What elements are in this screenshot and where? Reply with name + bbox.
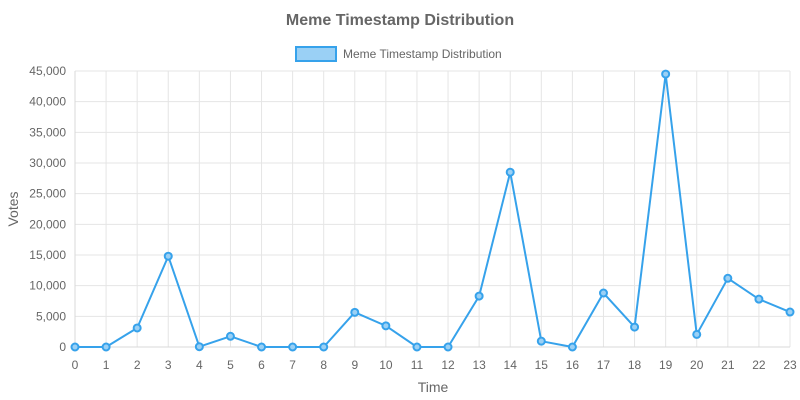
data-point [101, 342, 111, 352]
chart-title: Meme Timestamp Distribution [286, 12, 514, 29]
data-point [474, 291, 484, 301]
x-tick-label: 2 [134, 358, 141, 372]
data-point [661, 69, 671, 79]
y-axis-ticks: 0 5,000 10,000 15,000 20,000 25,000 30,000 35,0… [29, 64, 66, 354]
x-tick-label: 7 [289, 358, 296, 372]
data-point [785, 307, 795, 317]
data-point [163, 251, 173, 261]
y-tick-label: 20,000 [29, 217, 66, 231]
x-tick-label: 15 [535, 358, 549, 372]
data-point [412, 342, 422, 352]
data-point [723, 273, 733, 283]
data-point [630, 322, 640, 332]
data-point [319, 342, 329, 352]
y-tick-label: 25,000 [29, 187, 66, 201]
data-point [505, 167, 515, 177]
x-tick-label: 22 [752, 358, 766, 372]
data-point [70, 342, 80, 352]
data-point [598, 288, 608, 298]
x-tick-label: 5 [227, 358, 234, 372]
data-point [381, 321, 391, 331]
x-tick-label: 17 [597, 358, 611, 372]
x-tick-label: 16 [566, 358, 580, 372]
series-layer [70, 69, 795, 352]
x-tick-label: 11 [411, 358, 424, 372]
x-tick-label: 21 [721, 358, 735, 372]
grid [74, 70, 791, 348]
legend-label: Meme Timestamp Distribution [343, 47, 502, 61]
data-point [536, 336, 546, 346]
legend: Meme Timestamp Distribution [295, 46, 502, 62]
x-tick-label: 4 [196, 358, 203, 372]
y-axis-label: Votes [5, 191, 21, 226]
data-point [288, 342, 298, 352]
x-tick-label: 19 [659, 358, 673, 372]
y-tick-label: 5,000 [36, 309, 66, 323]
data-point [754, 294, 764, 304]
y-tick-label: 15,000 [29, 248, 66, 262]
data-point [194, 342, 204, 352]
x-tick-label: 0 [72, 358, 79, 372]
data-point [225, 331, 235, 341]
y-tick-label: 40,000 [29, 95, 66, 109]
x-tick-label: 12 [441, 358, 455, 372]
series-line [75, 73, 791, 348]
x-axis-ticks: 0 1 2 3 4 5 6 7 8 9 10 11 12 13 14 15 16 17 18 19 20 21 22 23 [72, 358, 797, 372]
y-tick-label: 35,000 [29, 125, 66, 139]
y-tick-label: 45,000 [29, 64, 66, 78]
x-tick-label: 23 [783, 358, 797, 372]
data-point [257, 342, 267, 352]
data-point [567, 342, 577, 352]
x-tick-label: 14 [504, 358, 518, 372]
y-tick-label: 10,000 [29, 279, 66, 293]
x-tick-label: 8 [320, 358, 327, 372]
x-tick-label: 1 [103, 358, 110, 372]
x-tick-label: 10 [379, 358, 393, 372]
x-tick-label: 3 [165, 358, 172, 372]
x-axis-label: Time [418, 379, 449, 395]
data-point [443, 342, 453, 352]
data-point [692, 329, 702, 339]
data-point [132, 323, 142, 333]
y-tick-label: 30,000 [29, 156, 66, 170]
x-tick-label: 9 [351, 358, 358, 372]
x-tick-label: 18 [628, 358, 642, 372]
x-tick-label: 20 [690, 358, 704, 372]
y-tick-label: 0 [59, 340, 66, 354]
legend-swatch [295, 46, 337, 62]
x-tick-label: 13 [472, 358, 486, 372]
x-tick-label: 6 [258, 358, 265, 372]
data-point [350, 307, 360, 317]
